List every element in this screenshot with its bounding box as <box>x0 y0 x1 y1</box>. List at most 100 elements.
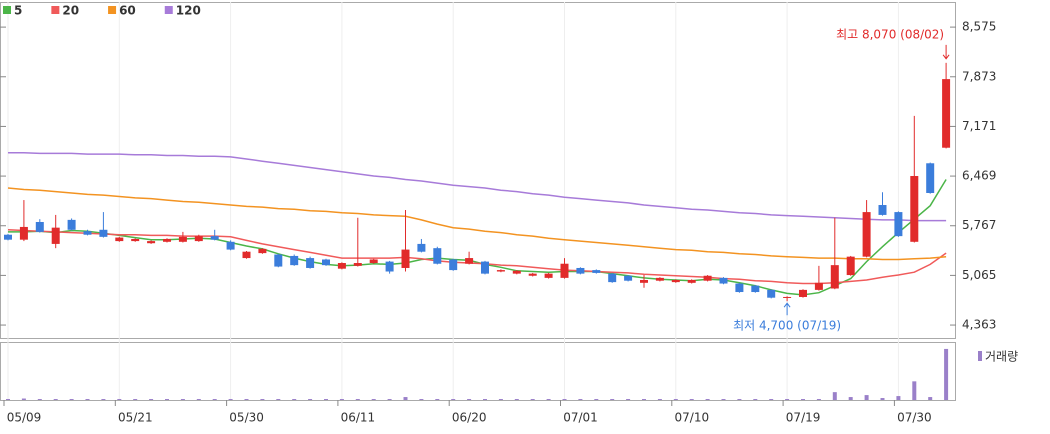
candle-body <box>592 270 601 273</box>
volume-bar <box>196 399 201 400</box>
candle-body <box>115 237 124 242</box>
y-tick-label: 5,767 <box>962 218 996 232</box>
candle-body <box>560 263 569 278</box>
candle-body <box>496 270 505 272</box>
y-tick-label: 4,363 <box>962 318 996 332</box>
candle-body <box>67 219 76 230</box>
candle-body <box>942 79 951 148</box>
volume-legend-swatch <box>978 351 982 361</box>
volume-bar <box>149 399 154 400</box>
volume-bar <box>578 399 583 400</box>
candle-body <box>910 176 919 242</box>
candle-body <box>242 251 251 259</box>
ma-line <box>8 179 947 296</box>
x-tick-label: 06/20 <box>452 411 487 425</box>
volume-bar <box>292 399 297 400</box>
legend-swatch <box>164 6 173 14</box>
candle-body <box>353 263 362 266</box>
volume-bar <box>928 397 933 400</box>
ma-line <box>7 229 947 285</box>
candle-body <box>4 234 12 240</box>
y-tick-label: 5,065 <box>962 268 996 282</box>
volume-bar <box>912 381 917 400</box>
candle-body <box>894 212 903 237</box>
volume-bar <box>514 399 519 400</box>
volume-bar <box>546 399 551 400</box>
y-tick-label: 8,575 <box>962 20 996 34</box>
candle-body <box>544 273 553 278</box>
volume-bar <box>387 399 392 400</box>
candle-body <box>194 236 203 242</box>
volume-bar <box>864 395 869 400</box>
candle-body <box>83 231 92 235</box>
candle-body <box>767 289 776 298</box>
candle-body <box>131 238 140 242</box>
x-tick-label: 05/21 <box>118 411 153 425</box>
candle-body <box>369 259 378 264</box>
volume-bar <box>21 398 26 400</box>
candle-body <box>846 256 855 276</box>
volume-bar <box>212 399 217 400</box>
volume-bar <box>880 398 885 400</box>
candle-body <box>640 279 648 283</box>
candle-body <box>337 263 346 269</box>
candle-body <box>210 236 219 240</box>
volume-bar <box>721 399 726 400</box>
volume-bar <box>944 348 949 400</box>
volume-bar <box>626 399 631 400</box>
volume-bar <box>276 399 281 400</box>
volume-bar <box>816 399 821 400</box>
candle-body <box>481 261 489 274</box>
volume-bar <box>769 399 774 400</box>
candle-body <box>322 259 330 266</box>
volume-bar <box>101 399 106 400</box>
candle-body <box>512 270 521 274</box>
y-tick-label: 6,469 <box>962 169 996 183</box>
x-tick-label: 07/19 <box>786 411 821 425</box>
candle-body <box>258 248 267 254</box>
volume-bar <box>642 399 646 400</box>
low-annotation: 최저 4,700 (07/19) <box>733 319 841 333</box>
candle-body <box>719 277 728 284</box>
volume-bar <box>753 399 758 400</box>
candle-body <box>147 241 156 244</box>
volume-bar <box>785 399 790 400</box>
candle-body <box>671 279 680 283</box>
candle-body <box>163 238 171 242</box>
high-arrow <box>942 44 950 60</box>
price-panel <box>0 2 956 339</box>
volume-bar <box>180 399 185 400</box>
volume-bar <box>594 399 599 400</box>
candle-body <box>576 267 585 274</box>
candle-body <box>465 258 474 264</box>
candle-body <box>417 243 426 252</box>
volume-bar <box>403 397 408 400</box>
volume-bar <box>324 399 328 400</box>
volume-bar <box>371 399 376 400</box>
high-annotation: 최고 8,070 (08/02) <box>836 27 944 41</box>
candle-body <box>178 236 187 242</box>
x-tick-label: 05/30 <box>229 411 264 425</box>
volume-bar <box>339 399 344 400</box>
candle-body <box>799 289 807 297</box>
candle-body <box>687 279 696 283</box>
volume-bar <box>117 399 122 400</box>
volume-bar <box>896 396 901 400</box>
candle-body <box>226 241 235 250</box>
candle-body <box>385 261 394 272</box>
legend-label: 60 <box>119 4 136 18</box>
volume-bar <box>610 399 615 400</box>
volume-bar <box>228 399 233 400</box>
candle-body <box>814 282 823 290</box>
candle-body <box>528 273 537 276</box>
candle-body <box>290 255 299 266</box>
legend-swatch <box>51 6 60 14</box>
volume-bar <box>69 399 74 400</box>
candle-body <box>608 273 617 283</box>
candle-body <box>830 265 839 289</box>
volume-bar <box>467 399 472 400</box>
volume-bar <box>801 399 805 400</box>
candle-body <box>51 227 60 244</box>
x-tick-label: 07/30 <box>897 411 932 425</box>
